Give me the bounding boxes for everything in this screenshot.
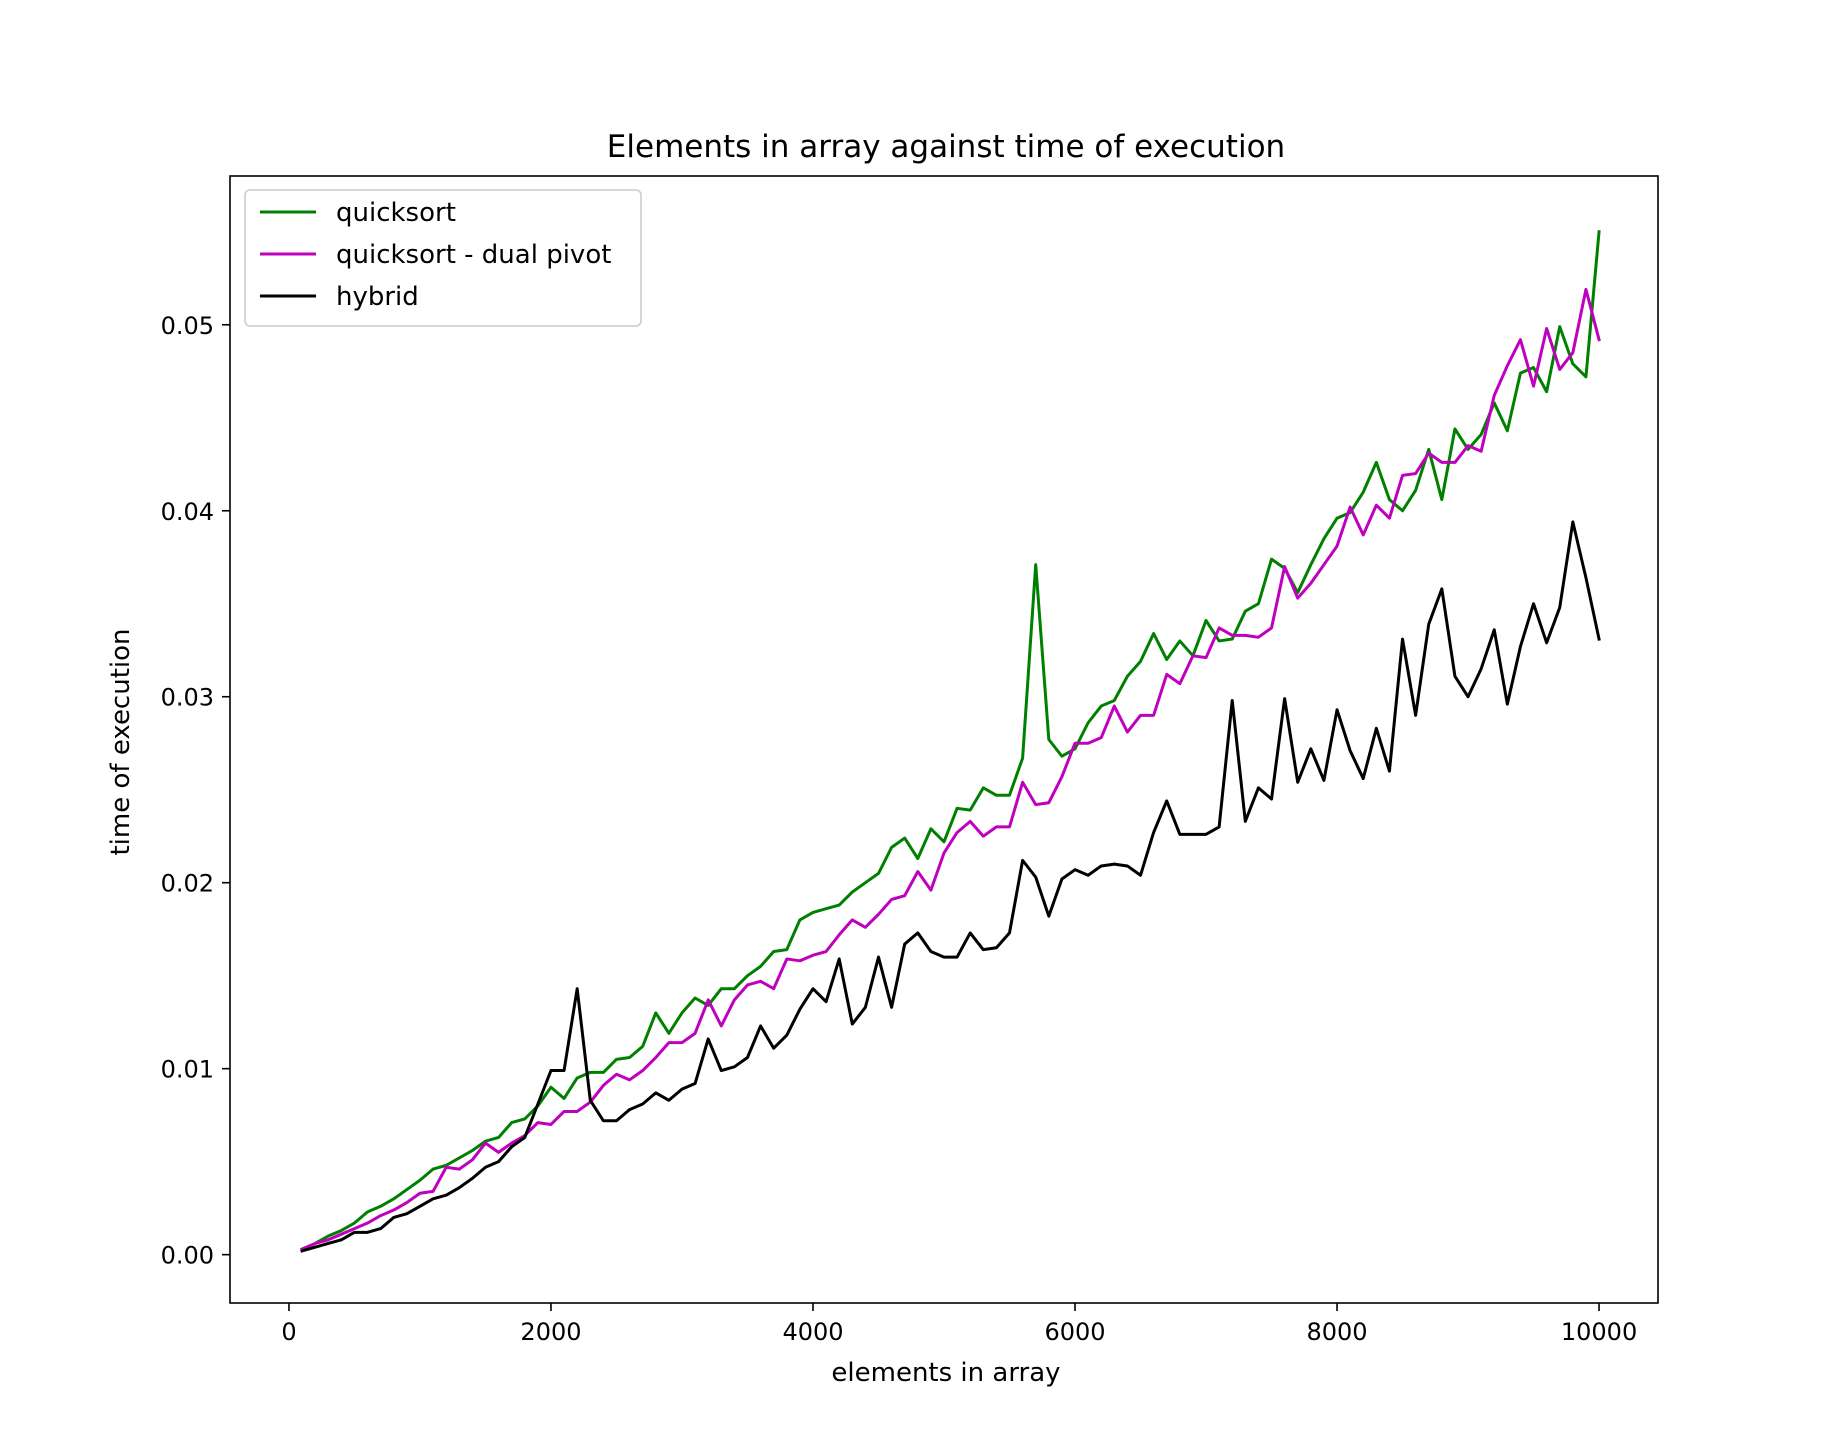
axes-frame <box>229 175 1659 1304</box>
y-tick-label: 0.05 <box>161 312 214 340</box>
series-line-quicksort-dual-pivot <box>300 287 1601 1252</box>
y-axis-label: time of execution <box>106 628 136 855</box>
y-tick-label: 0.04 <box>161 498 214 526</box>
y-tick-label: 0.01 <box>161 1056 214 1084</box>
legend-label-quicksort-dual-pivot: quicksort - dual pivot <box>336 240 611 270</box>
legend-box <box>244 189 642 327</box>
x-tick-label: 6000 <box>1044 1318 1105 1346</box>
chart-title: Elements in array against time of execut… <box>607 129 1285 165</box>
y-tick-label: 0.00 <box>161 1242 214 1270</box>
series-line-quicksort <box>300 230 1601 1252</box>
legend-label-hybrid: hybrid <box>336 282 419 312</box>
y-axis: 0.00 0.01 0.02 0.03 0.04 0.05 <box>161 312 230 1270</box>
plot-area <box>300 230 1601 1253</box>
x-tick-label: 2000 <box>520 1318 581 1346</box>
y-tick-label: 0.03 <box>161 684 214 712</box>
y-tick-label: 0.02 <box>161 870 214 898</box>
x-tick-label: 4000 <box>782 1318 843 1346</box>
x-tick-label: 0 <box>281 1318 296 1346</box>
x-axis: 0 2000 4000 6000 8000 10000 <box>281 1303 1637 1346</box>
series-line-hybrid <box>300 520 1601 1253</box>
x-axis-label: elements in array <box>831 1358 1060 1388</box>
legend-label-quicksort: quicksort <box>336 198 456 228</box>
legend: quicksort quicksort - dual pivot hybrid <box>244 189 642 327</box>
x-tick-label: 10000 <box>1561 1318 1637 1346</box>
x-tick-label: 8000 <box>1306 1318 1367 1346</box>
